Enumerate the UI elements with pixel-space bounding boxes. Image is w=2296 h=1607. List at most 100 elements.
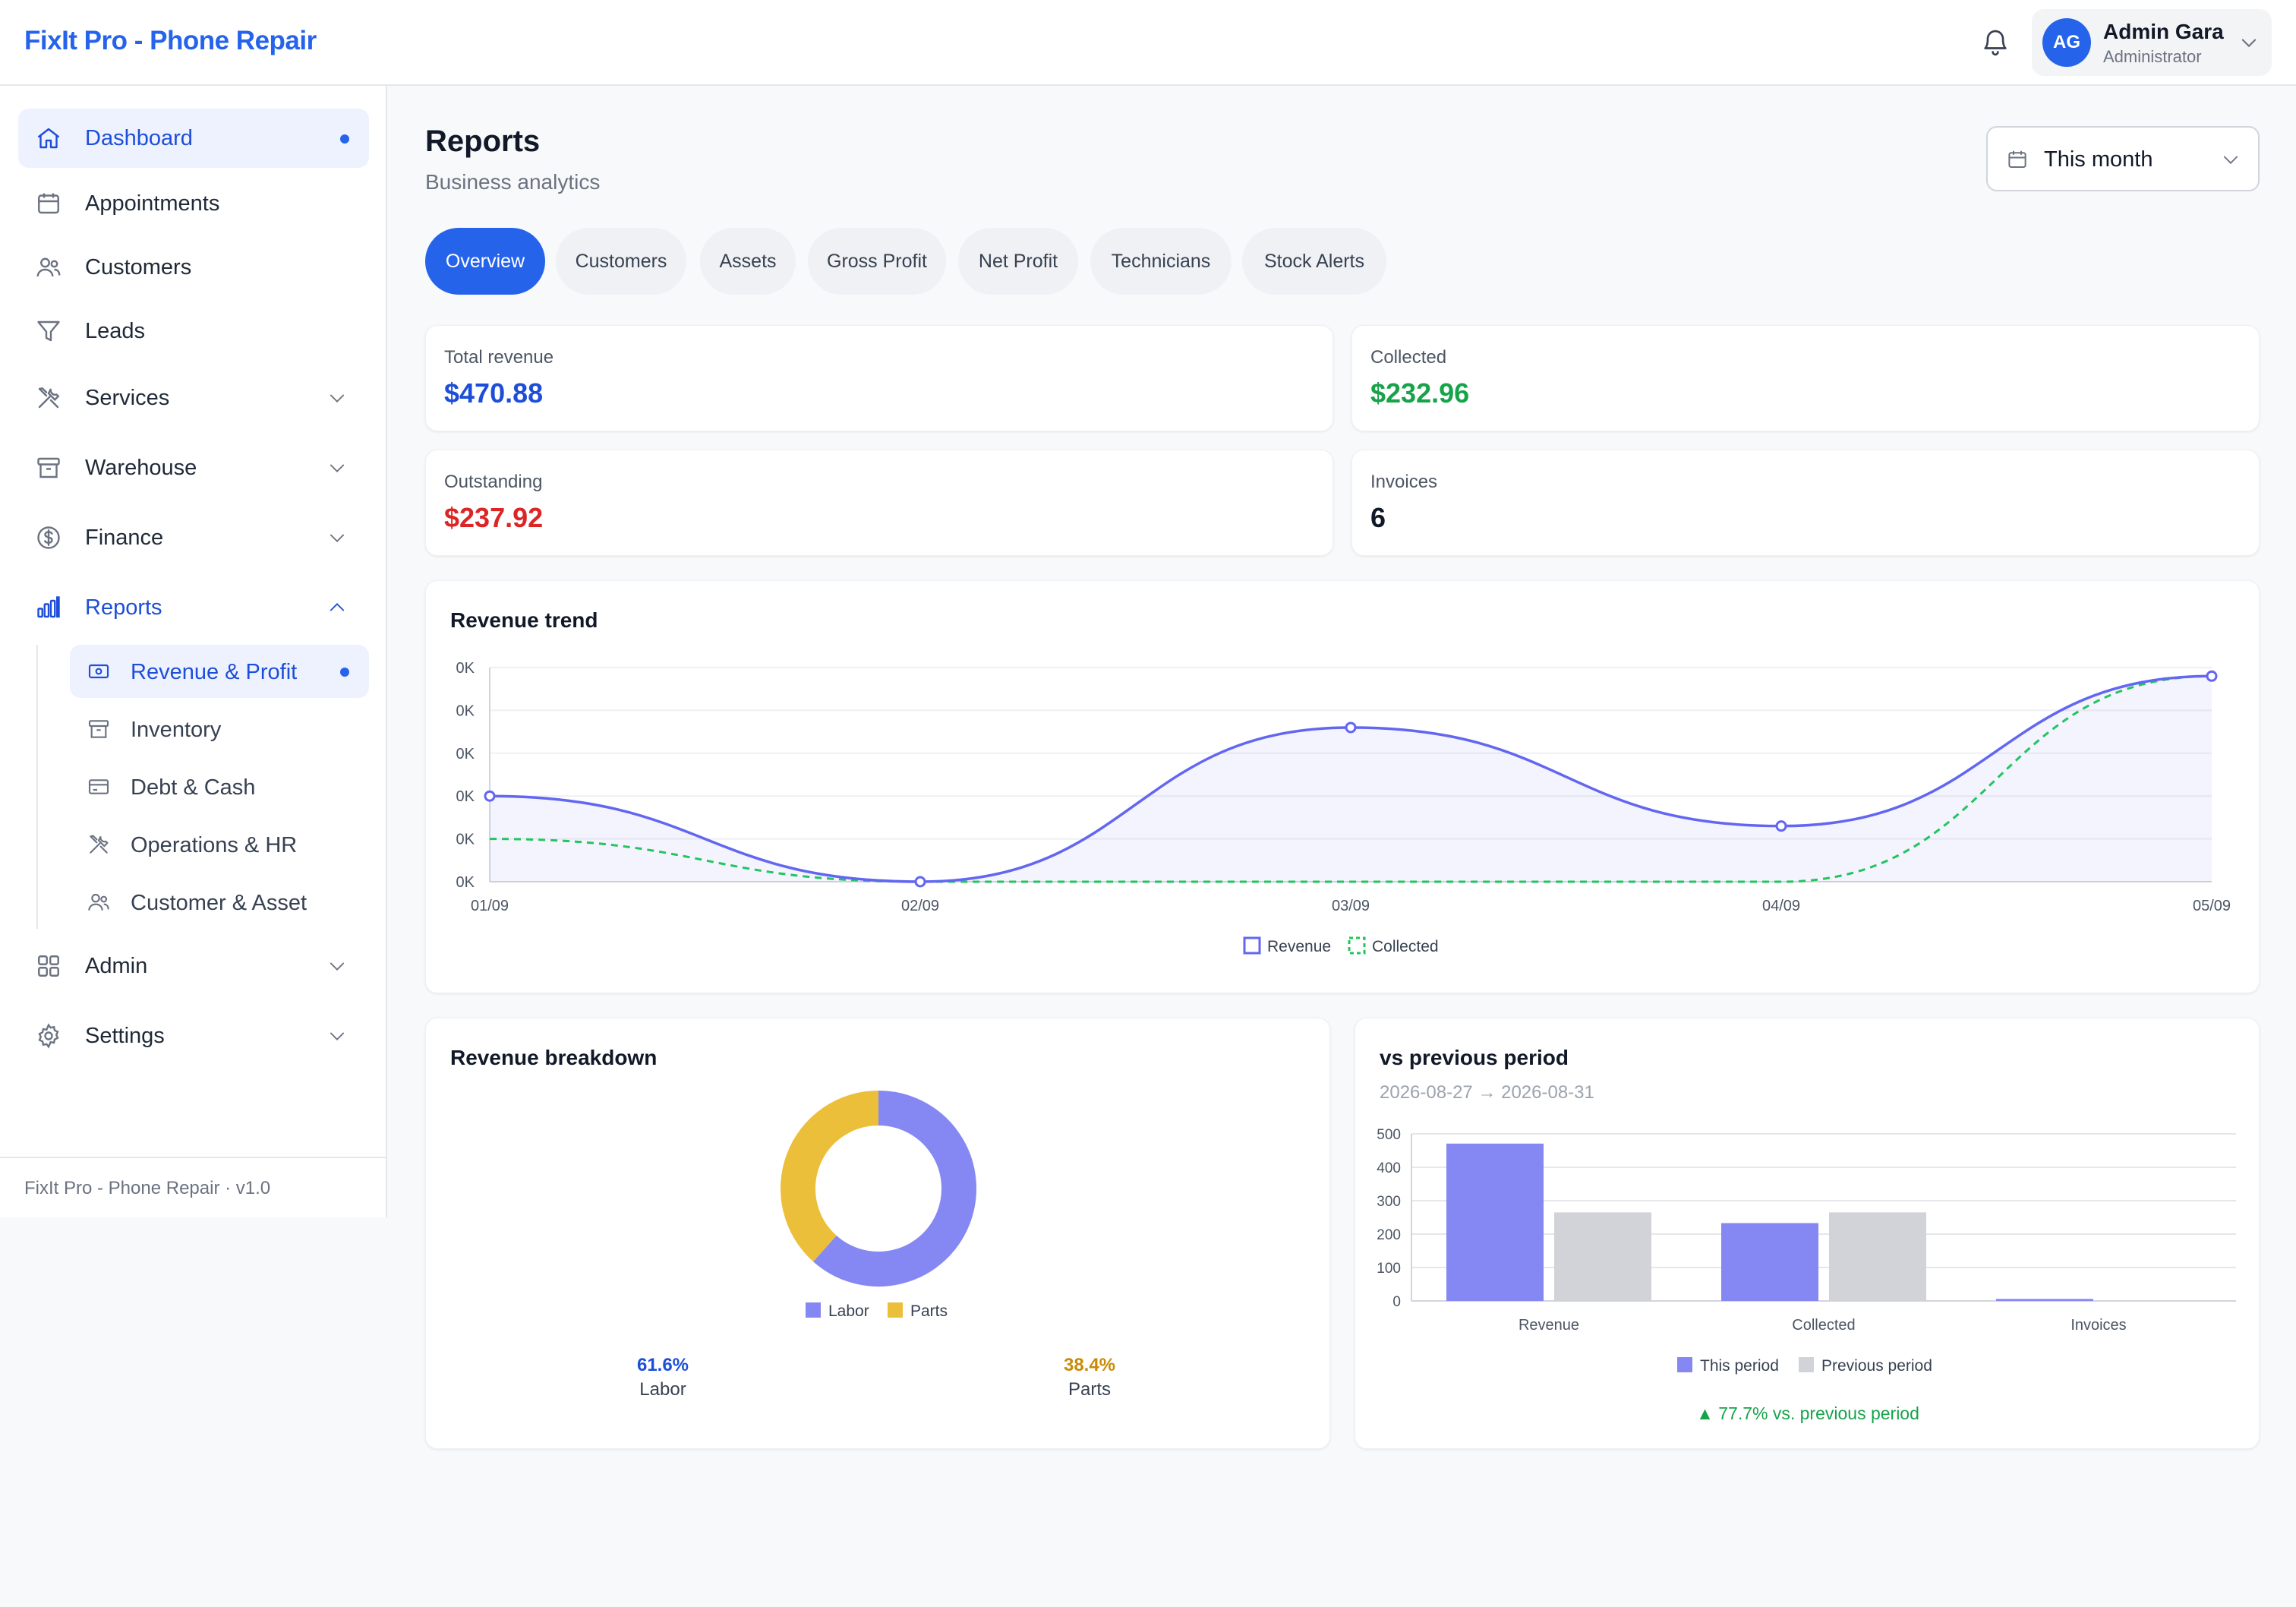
bar-this-period [1996, 1299, 2093, 1301]
sidebar-subitem-revenue-profit[interactable]: Revenue & Profit [70, 645, 369, 698]
chevron-down-icon [2241, 39, 2257, 48]
sidebar-subitem-inventory[interactable]: Inventory [70, 702, 369, 756]
y-tick-label: 0K [456, 660, 475, 677]
bar-previous-period [1829, 1212, 1926, 1301]
sidebar-item-customers[interactable]: Customers [18, 238, 369, 297]
bell-icon[interactable] [1980, 27, 2011, 58]
tab-net-profit[interactable]: Net Profit [958, 228, 1078, 295]
active-indicator [340, 134, 349, 144]
pie-value-label: 38.4% [1064, 1355, 1115, 1375]
stat-label: Outstanding [444, 472, 543, 492]
x-tick-label: Collected [1792, 1317, 1855, 1334]
archive-icon [88, 720, 109, 738]
y-tick-label: 0K [456, 746, 475, 762]
period-select[interactable]: This month [1986, 126, 2260, 191]
user-menu-button[interactable]: AG Admin Gara Administrator [2032, 9, 2272, 76]
active-indicator [340, 668, 349, 677]
pie-slice-parts [781, 1091, 879, 1262]
sidebar-item-leads[interactable]: Leads [18, 302, 369, 361]
sidebar-subitem-label: Debt & Cash [131, 775, 256, 800]
tab-assets[interactable]: Assets [700, 228, 796, 295]
chevron-down-icon [2223, 156, 2238, 164]
sidebar-item-label: Leads [85, 319, 146, 343]
dollar-icon [37, 526, 60, 549]
money-icon [88, 664, 109, 679]
sidebar-item-label: Appointments [85, 191, 220, 216]
home-icon [37, 128, 60, 149]
sidebar-item-label: Services [85, 386, 170, 410]
sidebar-item-admin[interactable]: Admin [18, 936, 369, 996]
sidebar-item-dashboard[interactable]: Dashboard [18, 109, 369, 168]
tab-gross-profit[interactable]: Gross Profit [808, 228, 946, 295]
revenue-breakdown-card: Revenue breakdown Labor Parts 61.6% Labor 38… [425, 1018, 1330, 1449]
legend-label: Previous period [1821, 1357, 1932, 1375]
y-tick-label: 0K [456, 702, 475, 719]
sidebar-item-label: Finance [85, 526, 164, 550]
sidebar-item-appointments[interactable]: Appointments [18, 174, 369, 233]
revenue-point [484, 790, 496, 802]
legend-swatch-labor [806, 1302, 821, 1318]
user-name: Admin Gara [2103, 20, 2224, 43]
revenue-trend-chart: 0K 0K 0K 0K 0K 0K 01/09 02/09 03/09 04/09 05/09 Rev… [456, 660, 2231, 955]
sidebar-item-services[interactable]: Services [18, 368, 369, 428]
revenue-point [914, 876, 926, 888]
pie-category-label: Parts [1068, 1379, 1111, 1400]
sidebar-footer: FixIt Pro - Phone Repair · v1.0 [0, 1157, 386, 1217]
app-brand[interactable]: FixIt Pro - Phone Repair [24, 26, 317, 55]
y-tick-label: 300 [1377, 1194, 1401, 1210]
chart-title: vs previous period [1380, 1046, 1569, 1069]
tab-technicians[interactable]: Technicians [1090, 228, 1232, 295]
period-change-note: ▲ 77.7% vs. previous period [1696, 1403, 1919, 1423]
y-tick-label: 400 [1377, 1160, 1401, 1176]
chevron-down-icon [330, 962, 345, 971]
submenu-rail [36, 645, 38, 929]
tab-stock-alerts[interactable]: Stock Alerts [1242, 228, 1386, 295]
y-tick-label: 200 [1377, 1227, 1401, 1243]
legend-swatch-collected [1348, 936, 1366, 955]
chevron-down-icon [330, 1032, 345, 1040]
x-tick-label: 04/09 [1762, 898, 1800, 914]
chevron-down-icon [330, 394, 345, 403]
pie-category-label: Labor [639, 1379, 686, 1400]
sidebar-item-reports[interactable]: Reports [18, 578, 369, 637]
tab-customers[interactable]: Customers [556, 228, 686, 295]
revenue-breakdown-chart: Labor Parts 61.6% Labor 38.4% Parts [637, 1091, 1115, 1400]
pie-slice-labor [813, 1091, 976, 1287]
sidebar-subitem-customer-asset[interactable]: Customer & Asset [70, 876, 369, 929]
legend-swatch-revenue [1243, 936, 1261, 955]
y-tick-label: 0K [456, 832, 475, 848]
legend-swatch-this-period [1677, 1357, 1692, 1372]
chevron-up-icon [330, 603, 345, 611]
card-icon [88, 779, 109, 794]
legend-label: Parts [910, 1302, 948, 1320]
bar-this-period [1721, 1223, 1818, 1301]
legend-label: Labor [828, 1302, 869, 1320]
sidebar-subitem-label: Operations & HR [131, 833, 298, 857]
sidebar-item-label: Admin [85, 954, 148, 978]
y-tick-label: 0K [456, 788, 475, 805]
top-bar: FixIt Pro - Phone Repair AG Admin Gara A… [0, 0, 2296, 86]
chart-title: Revenue trend [450, 608, 598, 632]
sidebar-subitem-debt-cash[interactable]: Debt & Cash [70, 760, 369, 813]
y-tick-label: 100 [1377, 1261, 1401, 1277]
sidebar-item-settings[interactable]: Settings [18, 1006, 369, 1066]
sidebar-item-finance[interactable]: Finance [18, 508, 369, 567]
x-tick-label: 01/09 [471, 898, 509, 914]
sidebar-subitem-label: Customer & Asset [131, 891, 308, 915]
sidebar-subitem-operations-hr[interactable]: Operations & HR [70, 818, 369, 871]
funnel-icon [37, 320, 60, 342]
x-tick-label: Invoices [2070, 1317, 2126, 1334]
sidebar-subitem-label: Revenue & Profit [131, 660, 298, 684]
stat-label: Total revenue [444, 347, 554, 368]
sidebar-item-warehouse[interactable]: Warehouse [18, 438, 369, 497]
stat-label: Collected [1370, 347, 1447, 368]
period-range: 2026-08-27 → 2026-08-31 [1380, 1082, 1594, 1103]
revenue-trend-card: Revenue trend 0K 0K 0K 0K 0K 0K 01/09 02/09 03/0… [425, 580, 2260, 993]
tab-overview[interactable]: Overview [425, 228, 545, 295]
bar-this-period [1446, 1143, 1544, 1301]
previous-period-card: vs previous period 2026-08-27 → 2026-08-… [1355, 1018, 2260, 1449]
previous-period-chart: 0 100 200 300 400 500 Revenue Collected Invoices… [1377, 1127, 2236, 1423]
version-label: FixIt Pro - Phone Repair · v1.0 [24, 1178, 271, 1198]
sidebar-item-label: Warehouse [85, 456, 197, 480]
stat-label: Invoices [1370, 472, 1438, 492]
